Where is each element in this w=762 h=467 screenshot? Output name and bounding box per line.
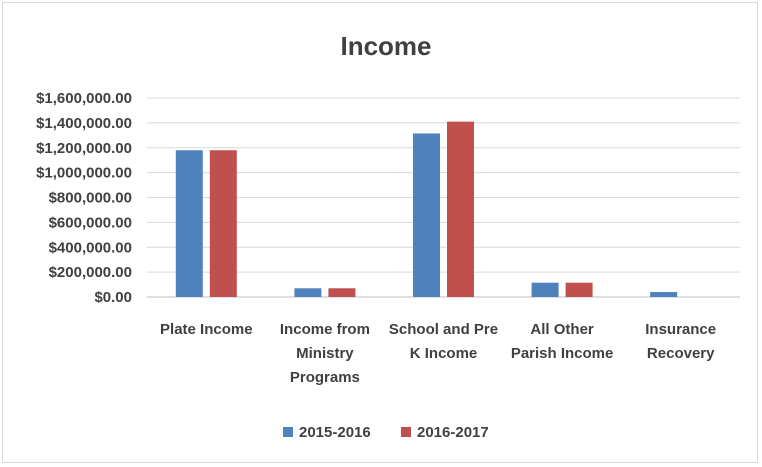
category-label: All Other Parish Income <box>511 321 614 362</box>
bar-2016-2017-0 <box>209 150 237 297</box>
bar-2016-2017-1 <box>328 288 356 297</box>
legend-label: 2015-2016 <box>299 424 371 441</box>
y-tick-label: $1,200,000.00 <box>36 140 132 157</box>
legend: 2015-2016 2016-2017 <box>283 424 489 441</box>
bar-2015-2016-1 <box>294 288 322 297</box>
legend-swatch <box>283 427 293 437</box>
y-tick-label: $600,000.00 <box>49 214 132 231</box>
chart-title: Income <box>340 31 431 61</box>
y-axis-ticks: $0.00 $200,000.00 $400,000.00 $600,000.00 $8… <box>36 90 132 306</box>
y-tick-label: $200,000.00 <box>49 264 132 281</box>
category-label: School and Pre K Income <box>389 321 498 362</box>
y-tick-label: $1,600,000.00 <box>36 90 132 107</box>
bar-2016-2017-3 <box>565 282 593 297</box>
y-tick-label: $1,400,000.00 <box>36 115 132 132</box>
category-label: Income from Ministry Programs <box>280 321 370 386</box>
category-label: Plate Income <box>160 321 253 338</box>
y-tick-label: $0.00 <box>94 289 132 306</box>
y-tick-label: $800,000.00 <box>49 190 132 207</box>
bar-2015-2016-3 <box>531 282 559 297</box>
category-label: Insurance Recovery <box>645 321 716 362</box>
bar-2015-2016-0 <box>175 150 203 297</box>
bar-2016-2017-2 <box>447 121 474 297</box>
chart-frame <box>2 2 758 463</box>
grid-lines <box>147 97 740 298</box>
category-labels: Plate Income Income from Ministry Programs S… <box>160 321 716 386</box>
bars <box>175 121 678 297</box>
y-tick-label: $1,000,000.00 <box>36 165 132 182</box>
bar-2015-2016-2 <box>413 133 440 297</box>
legend-label: 2016-2017 <box>417 424 489 441</box>
legend-swatch <box>401 427 411 437</box>
y-tick-label: $400,000.00 <box>49 239 132 256</box>
bar-2015-2016-4 <box>650 292 678 297</box>
